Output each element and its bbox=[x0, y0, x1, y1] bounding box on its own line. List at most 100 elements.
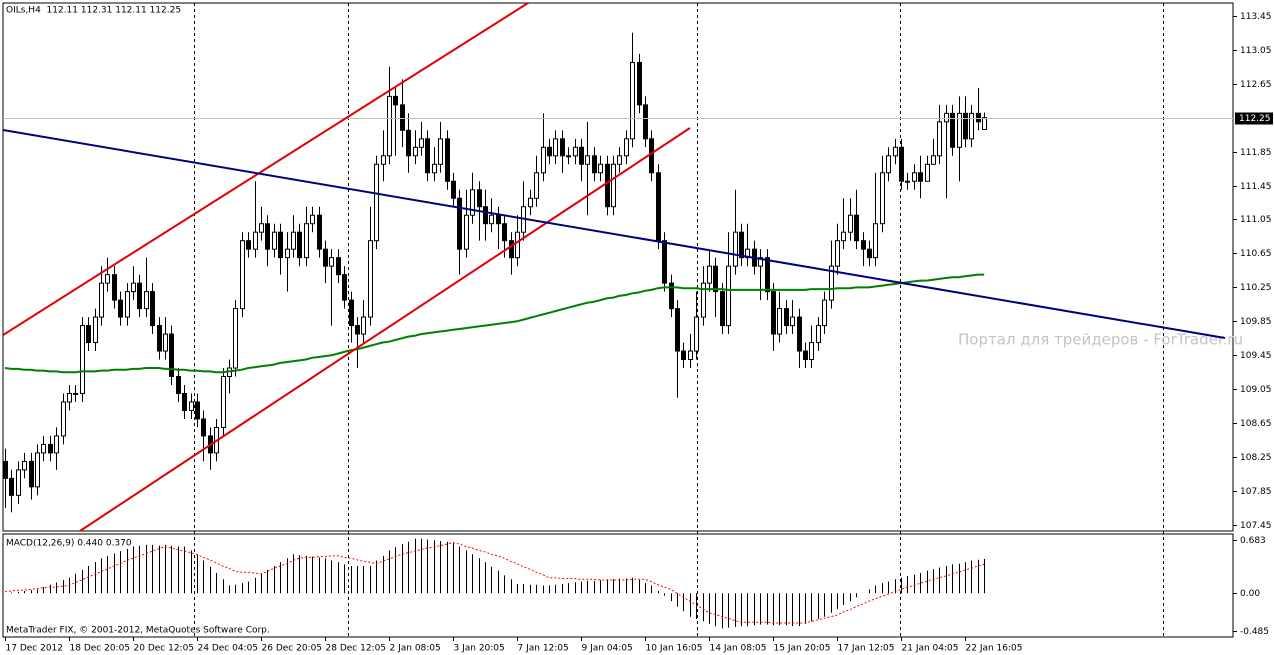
candle-body bbox=[349, 299, 354, 327]
candle-body bbox=[841, 231, 846, 242]
candle-body bbox=[880, 172, 885, 225]
candle-body bbox=[387, 95, 392, 157]
candle-body bbox=[105, 274, 110, 284]
candle-body bbox=[784, 308, 789, 327]
x-tick-label: 24 Dec 04:05 bbox=[198, 644, 259, 654]
copyright: MetaTrader FIX, © 2001-2012, MetaQuotes … bbox=[6, 626, 270, 636]
period-separators bbox=[194, 3, 1164, 637]
x-tick-label: 17 Dec 2012 bbox=[6, 644, 64, 654]
y-tick-label: 108.65 bbox=[1240, 419, 1272, 429]
x-tick-label: 28 Dec 12:05 bbox=[326, 644, 387, 654]
candle-body bbox=[16, 469, 21, 496]
candle-body bbox=[176, 376, 181, 394]
main-panel bbox=[2, 2, 1234, 532]
candle-body bbox=[931, 155, 936, 165]
candle-body bbox=[29, 460, 34, 488]
candle-body bbox=[272, 231, 277, 250]
candle-body bbox=[681, 350, 686, 361]
candle-body bbox=[61, 401, 66, 437]
candle-body bbox=[835, 240, 840, 267]
candle-body bbox=[355, 325, 360, 335]
y-tick-label: 112.65 bbox=[1240, 80, 1272, 90]
candle-body bbox=[854, 214, 859, 242]
y-tick-label: 111.45 bbox=[1240, 182, 1272, 192]
candle-body bbox=[957, 112, 962, 148]
x-tick-label: 22 Jan 16:05 bbox=[966, 644, 1023, 654]
candle-body bbox=[867, 248, 872, 259]
candle-body bbox=[669, 282, 674, 310]
candle-body bbox=[566, 155, 571, 158]
candle-body bbox=[438, 138, 443, 165]
candle-body bbox=[41, 443, 46, 454]
candle-body bbox=[496, 214, 501, 225]
y-tick-label: 111.05 bbox=[1240, 215, 1272, 225]
candle-body bbox=[944, 112, 949, 123]
x-tick-label: 7 Jan 12:05 bbox=[518, 644, 569, 654]
moving-average bbox=[4, 273, 985, 374]
candle-body bbox=[982, 117, 987, 130]
candle-body bbox=[701, 282, 706, 318]
candle-body bbox=[649, 138, 654, 174]
macd-title: MACD(12,26,9) 0.440 0.370 bbox=[6, 539, 132, 549]
candle-body bbox=[598, 163, 603, 174]
candle-body bbox=[93, 316, 98, 344]
y-tick-label: 110.65 bbox=[1240, 249, 1272, 259]
candle-body bbox=[502, 223, 507, 242]
candle-body bbox=[189, 401, 194, 411]
candle-body bbox=[374, 163, 379, 242]
candle-body bbox=[278, 231, 283, 259]
candle-body bbox=[790, 316, 795, 327]
candle-body bbox=[9, 477, 14, 496]
candle-body bbox=[720, 291, 725, 327]
x-tick-label: 20 Dec 12:05 bbox=[134, 644, 195, 654]
candle-body bbox=[323, 248, 328, 267]
x-tick-label: 18 Dec 20:05 bbox=[70, 644, 131, 654]
candle-body bbox=[976, 112, 981, 123]
candle-body bbox=[150, 291, 155, 327]
candle-body bbox=[329, 257, 334, 267]
axes: 113.45 113.05 112.65 111.85 111.45 111.05 110.… bbox=[5, 12, 1273, 654]
candle-body bbox=[771, 291, 776, 335]
x-tick-label: 15 Jan 20:05 bbox=[774, 644, 831, 654]
candle-body bbox=[905, 180, 910, 183]
watermark: Портал для трейдеров - ForTrader.ru bbox=[958, 331, 1243, 349]
candle-body bbox=[912, 172, 917, 182]
candle-body bbox=[182, 392, 187, 411]
candle-body bbox=[361, 316, 366, 335]
candle-body bbox=[617, 155, 622, 165]
candle-body bbox=[457, 197, 462, 250]
candle-body bbox=[534, 172, 539, 199]
candle-body bbox=[893, 146, 898, 157]
candle-body bbox=[528, 197, 533, 208]
candle-body bbox=[137, 282, 142, 310]
candle-body bbox=[822, 299, 827, 327]
candle-body bbox=[560, 138, 565, 157]
candle-body bbox=[195, 401, 200, 420]
candle-body bbox=[611, 163, 616, 208]
candle-body bbox=[125, 291, 130, 318]
candle-body bbox=[925, 163, 930, 182]
candle-body bbox=[470, 189, 475, 216]
y-tick-label: 110.25 bbox=[1240, 283, 1272, 293]
current-price-label: 112.25 bbox=[1239, 114, 1271, 124]
candle-body bbox=[451, 180, 456, 199]
current-price-box bbox=[1235, 112, 1273, 125]
chart-title: OILs,H4 112.11 112.31 112.11 112.25 bbox=[6, 6, 181, 16]
candle-body bbox=[726, 265, 731, 327]
candle-body bbox=[630, 61, 635, 140]
macd-area bbox=[4, 538, 985, 629]
trend-line bbox=[3, 129, 1226, 339]
candle-body bbox=[489, 214, 494, 225]
x-tick-label: 9 Jan 04:05 bbox=[582, 644, 633, 654]
candle-body bbox=[515, 231, 520, 259]
candle-body bbox=[221, 376, 226, 428]
candle-body bbox=[131, 282, 136, 293]
candle-body bbox=[48, 443, 53, 454]
y-tick-label: 109.05 bbox=[1240, 385, 1272, 395]
candle-body bbox=[406, 129, 411, 157]
candle-body bbox=[393, 95, 398, 106]
x-tick-label: 17 Jan 12:05 bbox=[838, 644, 895, 654]
candle-body bbox=[643, 104, 648, 140]
y-tick-label: 109.85 bbox=[1240, 317, 1272, 327]
